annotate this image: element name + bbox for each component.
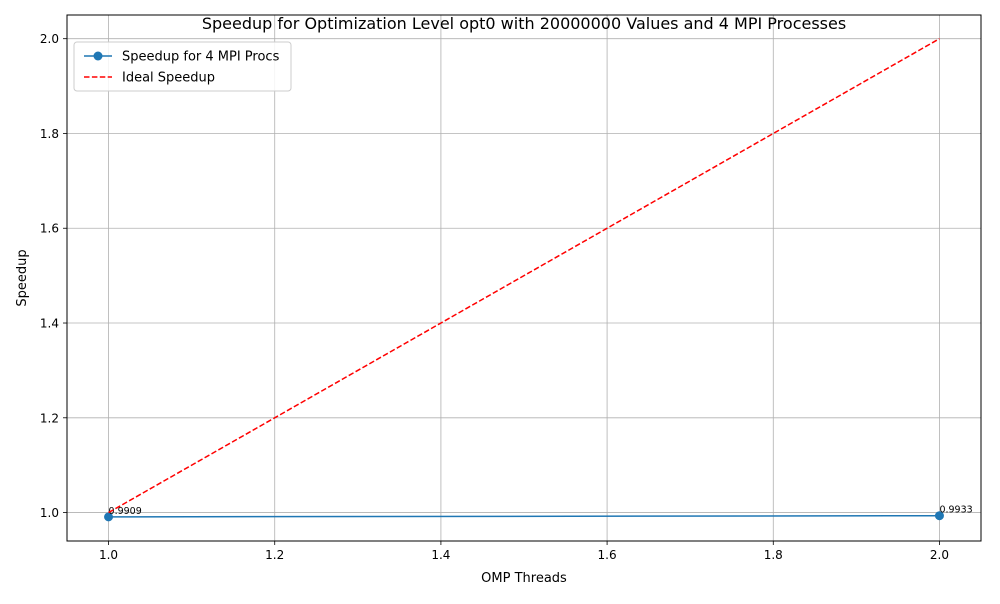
y-tick-label: 1.6: [40, 222, 59, 236]
legend-marker-series-1: [93, 51, 103, 61]
x-tick-label: 1.4: [431, 548, 450, 562]
legend: Speedup for 4 MPI Procs Ideal Speedup: [73, 41, 292, 92]
axes-layer: 1.0 1.2 1.4 1.6 1.8 2.0 1.0 1.2 1.4 1.6 1.8 2.0: [40, 32, 949, 562]
grid-layer: [67, 15, 981, 541]
series-line-1: [108, 514, 940, 518]
x-tick-label: 1.0: [99, 548, 118, 562]
series-line-2: [108, 38, 940, 514]
legend-box: [73, 41, 292, 92]
data-point: [104, 512, 114, 522]
y-axis-label: Speedup: [15, 249, 30, 306]
data-label: 0.9933: [939, 505, 972, 516]
x-tick-label: 1.2: [265, 548, 284, 562]
y-tick-label: 1.2: [40, 411, 59, 425]
y-tick-label: 2.0: [40, 32, 59, 46]
x-tick-label: 1.6: [598, 548, 617, 562]
legend-label-series-2: Ideal Speedup: [122, 71, 215, 86]
plot-frame: [66, 14, 982, 542]
legend-label-series-1: Speedup for 4 MPI Procs: [122, 50, 280, 65]
x-tick-label: 2.0: [930, 548, 949, 562]
x-tick-label: 1.8: [764, 548, 783, 562]
chart-title: Speedup for Optimization Level opt0 with…: [202, 14, 846, 33]
y-tick-label: 1.8: [40, 127, 59, 141]
data-point: [934, 511, 944, 521]
y-tick-label: 1.0: [40, 506, 59, 520]
y-tick-label: 1.4: [40, 317, 59, 331]
x-axis-label: OMP Threads: [481, 571, 567, 586]
data-label: 0.9909: [109, 506, 142, 517]
series-layer: 0.9909 0.9933: [104, 38, 973, 522]
